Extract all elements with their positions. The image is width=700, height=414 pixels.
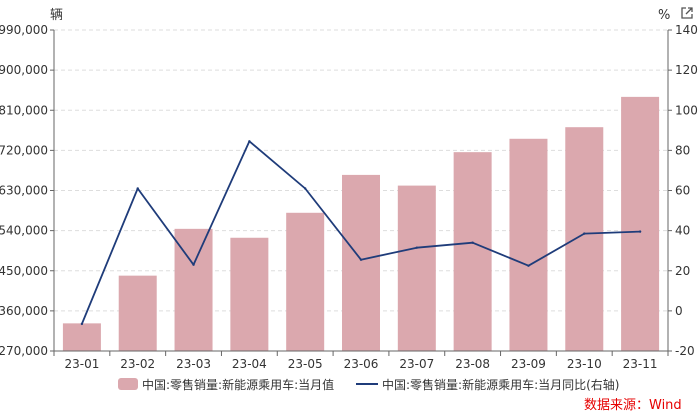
x-tick-label: 23-01 bbox=[64, 357, 99, 371]
bar bbox=[342, 174, 380, 351]
right-axis-unit: % bbox=[658, 8, 670, 23]
bar bbox=[174, 228, 213, 351]
external-link-icon[interactable] bbox=[680, 6, 694, 20]
x-tick-label: 23-11 bbox=[623, 357, 658, 371]
line-point bbox=[359, 258, 363, 261]
x-tick-label: 23-08 bbox=[455, 357, 490, 371]
x-tick-label: 23-04 bbox=[232, 357, 267, 371]
bar bbox=[509, 138, 548, 351]
left-tick-label: 270,000 bbox=[0, 344, 48, 358]
line-point bbox=[415, 246, 419, 249]
x-tick-label: 23-09 bbox=[511, 357, 546, 371]
bar-series bbox=[62, 96, 660, 351]
line-series bbox=[80, 140, 642, 326]
legend-label-line: 中国:零售销量:新能源乘用车:当月同比(右轴) bbox=[382, 377, 620, 392]
x-tick-label: 23-05 bbox=[288, 357, 323, 371]
left-tick-label: 720,000 bbox=[0, 143, 48, 157]
bar bbox=[286, 212, 325, 351]
line-point bbox=[136, 187, 139, 190]
right-tick-label: 40 bbox=[675, 224, 690, 238]
x-tick-label: 23-02 bbox=[120, 357, 155, 371]
line-point bbox=[583, 232, 586, 235]
bar bbox=[621, 96, 660, 351]
line-point bbox=[527, 264, 530, 267]
bar bbox=[118, 275, 157, 351]
right-tick-label: 20 bbox=[675, 264, 690, 278]
left-axis-unit: 辆 bbox=[50, 8, 63, 23]
legend-label-bar: 中国:零售销量:新能源乘用车:当月值 bbox=[142, 377, 334, 392]
source-label: 数据来源：Wind bbox=[584, 398, 682, 413]
right-tick-label: 80 bbox=[675, 143, 690, 157]
right-axis-ticks: -20 0 20 40 60 80 100 120 140 bbox=[668, 23, 698, 358]
x-tick-label: 23-03 bbox=[176, 357, 211, 371]
left-axis-ticks: 270,000 360,000 450,000 540,000 630,000 720,0… bbox=[0, 23, 54, 358]
left-tick-label: 450,000 bbox=[0, 264, 48, 278]
line-point bbox=[638, 230, 642, 233]
x-tick-label: 23-06 bbox=[344, 357, 379, 371]
bar bbox=[565, 127, 604, 351]
right-tick-label: 100 bbox=[675, 103, 698, 117]
left-tick-label: 900,000 bbox=[0, 63, 48, 77]
legend-swatch-bar bbox=[118, 378, 138, 390]
line-point bbox=[303, 187, 307, 190]
line-point bbox=[192, 263, 195, 266]
bar bbox=[453, 152, 492, 351]
bar bbox=[230, 237, 269, 351]
bar bbox=[62, 323, 101, 351]
line-point bbox=[471, 241, 474, 244]
left-tick-label: 360,000 bbox=[0, 304, 48, 318]
right-tick-label: 0 bbox=[675, 304, 683, 318]
right-tick-label: 120 bbox=[675, 63, 698, 77]
x-tick-label: 23-07 bbox=[399, 357, 434, 371]
left-tick-label: 630,000 bbox=[0, 184, 48, 198]
legend: 中国:零售销量:新能源乘用车:当月值 中国:零售销量:新能源乘用车:当月同比(右… bbox=[118, 377, 620, 392]
left-tick-label: 540,000 bbox=[0, 224, 48, 238]
bar bbox=[397, 185, 436, 351]
right-tick-label: -20 bbox=[675, 344, 695, 358]
left-tick-label: 810,000 bbox=[0, 103, 48, 117]
left-tick-label: 990,000 bbox=[0, 23, 48, 37]
line-point bbox=[248, 140, 251, 143]
x-axis-ticks: 23-01 23-02 23-03 23-04 23-05 23-06 23-07 23-08… bbox=[53, 351, 669, 371]
right-tick-label: 140 bbox=[675, 23, 698, 37]
right-tick-label: 60 bbox=[675, 184, 690, 198]
line-point bbox=[80, 322, 84, 326]
x-tick-label: 23-10 bbox=[567, 357, 602, 371]
